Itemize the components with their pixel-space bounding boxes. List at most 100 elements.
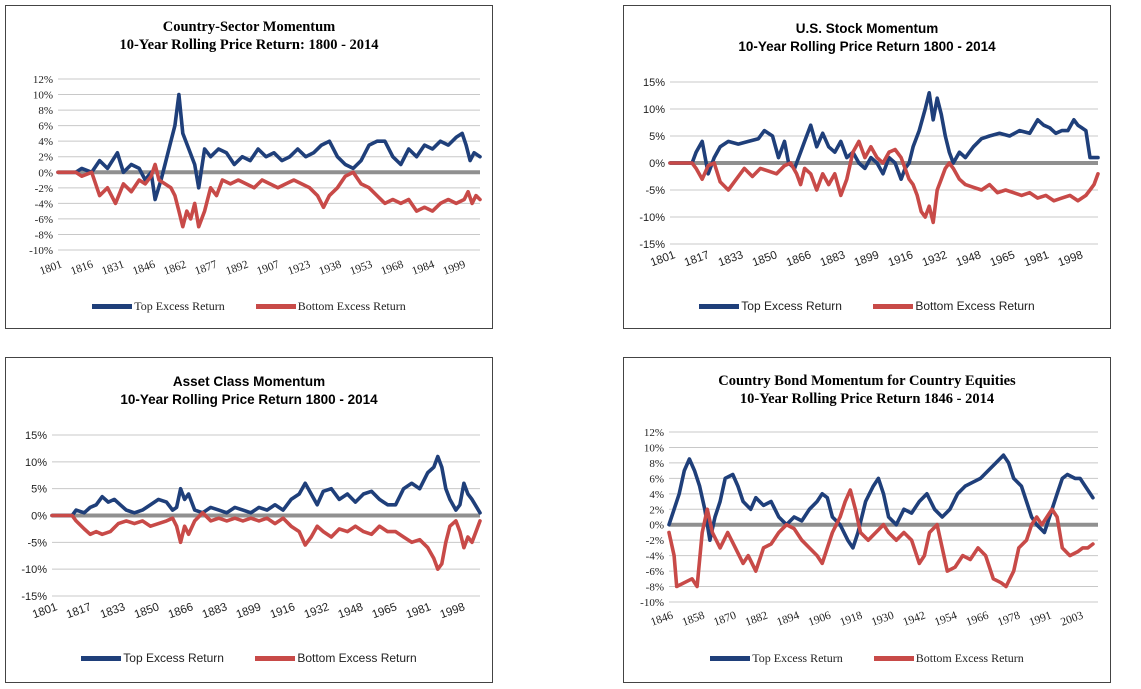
y-tick-label: 0% [38, 167, 53, 179]
x-tick-label: 1981 [405, 601, 433, 621]
x-tick-label: 1899 [853, 249, 881, 269]
chart-subtitle: 10-Year Rolling Price Return 1846 - 2014 [739, 391, 995, 407]
x-tick-label: 1948 [337, 601, 365, 621]
x-tick-label: 1966 [965, 610, 991, 629]
y-tick-label: 12% [33, 74, 53, 86]
chart-plot-asset-class: 15% 10% 5% 0% -5% -10% -15%1801 1817 1833 1850 186… [21, 430, 482, 621]
x-tick-label: 1984 [410, 259, 436, 278]
chart-title: U.S. Stock Momentum 10-Year Rolling Pric… [624, 20, 1110, 56]
y-tick-label: -5% [27, 537, 47, 549]
x-tick-label: 1938 [317, 259, 343, 278]
y-tick-label: 10% [33, 90, 53, 102]
series-line-top-excess [50, 454, 482, 518]
x-tick-label: 1862 [162, 259, 188, 278]
x-tick-label: 1948 [955, 249, 983, 269]
legend-swatch-top [710, 656, 751, 662]
chart-plot-us-stock: 15% 10% 5% 0% -5% -10% -15%1801 1817 1833 1850 186… [639, 77, 1100, 269]
y-tick-label: 2% [38, 152, 53, 164]
x-tick-label: 1981 [1023, 249, 1051, 269]
series-line-bottom-excess [56, 162, 482, 229]
chart-subtitle: 10-Year Rolling Price Return 1800 - 2014 [120, 392, 378, 407]
series-line-top-excess [668, 91, 1100, 181]
chart-title-line-1: Asset Class Momentum [172, 374, 326, 389]
legend-item-bottom: Bottom Excess Return [873, 298, 1035, 313]
x-tick-label: 1918 [838, 610, 864, 629]
y-tick-label: -5% [645, 185, 665, 197]
y-tick-label: -15% [639, 239, 665, 251]
y-tick-label: 10% [25, 457, 47, 469]
chart-title-line-1: U.S. Stock Momentum [795, 21, 939, 36]
x-tick-label: 1953 [348, 259, 374, 278]
legend-swatch-top [699, 303, 740, 309]
series-line-top-excess [667, 453, 1095, 550]
y-tick-label: 8% [38, 105, 53, 117]
series-line-bottom-excess [667, 488, 1095, 589]
series-line-top-excess [56, 92, 482, 202]
x-tick-label: 1930 [870, 610, 896, 629]
y-tick-label: 8% [649, 458, 664, 470]
y-tick-label: 5% [649, 131, 665, 143]
y-tick-label: 15% [25, 430, 47, 442]
y-tick-label: 10% [644, 442, 664, 454]
chart-legend: Top Excess Return Bottom Excess Return [6, 650, 492, 665]
y-tick-label: 5% [31, 484, 47, 496]
chart-legend: Top Excess Return Bottom Excess Return [624, 298, 1110, 313]
x-tick-label: 1817 [683, 249, 711, 269]
y-tick-label: -10% [640, 597, 664, 609]
y-tick-label: -10% [639, 212, 665, 224]
legend-item-top: Top Excess Return [710, 650, 843, 666]
x-tick-label: 1858 [681, 610, 707, 629]
x-tick-label: 1942 [901, 610, 927, 629]
legend-item-top: Top Excess Return [81, 650, 224, 665]
legend-swatch-top [81, 655, 122, 661]
x-tick-label: 1932 [921, 249, 949, 269]
legend-label-top: Top Excess Return [741, 299, 842, 314]
series-line-bottom-excess [668, 139, 1100, 225]
chart-plot-country-bond: 12% 10% 8% 6% 4% 2% 0% -2% -4% -6% -8% -10%1846 1858… [640, 427, 1098, 629]
legend-swatch-bottom [255, 655, 296, 661]
x-tick-label: 1978 [996, 610, 1022, 629]
x-tick-label: 1846 [649, 610, 675, 629]
y-tick-label: -10% [21, 564, 47, 576]
legend-label-top: Top Excess Return [134, 299, 225, 314]
x-tick-label: 1894 [775, 610, 801, 629]
x-tick-label: 1892 [224, 259, 250, 278]
chart-title: Asset Class Momentum 10-Year Rolling Pri… [6, 373, 492, 409]
y-tick-label: 6% [649, 473, 664, 485]
y-tick-label: 12% [644, 427, 664, 439]
y-tick-label: -15% [21, 591, 47, 603]
legend-item-top: Top Excess Return [92, 298, 225, 314]
x-tick-label: 1968 [379, 259, 405, 278]
chart-panel-country-bond: Country Bond Momentum for Country Equiti… [623, 357, 1111, 683]
chart-title: Country-Sector Momentum 10-Year Rolling … [6, 18, 492, 54]
chart-legend: Top Excess Return Bottom Excess Return [624, 650, 1110, 666]
chart-title-line-1: Country-Sector Momentum [162, 19, 336, 35]
x-tick-label: 1801 [31, 601, 59, 621]
chart-title: Country Bond Momentum for Country Equiti… [624, 372, 1110, 408]
x-tick-label: 1846 [131, 259, 157, 278]
chart-subtitle: 10-Year Rolling Price Return: 1800 - 201… [119, 37, 379, 53]
chart-subtitle: 10-Year Rolling Price Return 1800 - 2014 [738, 39, 996, 54]
x-tick-label: 1998 [1057, 249, 1085, 269]
x-tick-label: 1831 [100, 259, 126, 278]
x-tick-label: 1816 [69, 259, 95, 278]
legend-item-bottom: Bottom Excess Return [873, 650, 1024, 666]
x-tick-label: 1882 [744, 610, 770, 629]
x-tick-label: 1998 [439, 601, 467, 621]
y-tick-label: 15% [643, 77, 665, 89]
y-tick-label: 0% [31, 511, 47, 523]
y-tick-label: -8% [646, 582, 664, 594]
legend-label-top: Top Excess Return [752, 651, 843, 666]
legend-item-bottom: Bottom Excess Return [255, 298, 406, 314]
y-tick-label: -10% [29, 245, 53, 257]
x-tick-label: 1883 [819, 249, 847, 269]
legend-item-top: Top Excess Return [699, 298, 842, 313]
legend-label-bottom: Bottom Excess Return [915, 651, 1024, 666]
legend-label-bottom: Bottom Excess Return [297, 651, 417, 666]
y-tick-label: 0% [649, 158, 665, 170]
x-tick-label: 2003 [1059, 610, 1085, 629]
x-tick-label: 1916 [887, 249, 915, 269]
x-tick-label: 1817 [65, 601, 93, 621]
x-tick-label: 1932 [303, 601, 331, 621]
chart-title-line-1: Country Bond Momentum for Country Equiti… [718, 373, 1016, 389]
